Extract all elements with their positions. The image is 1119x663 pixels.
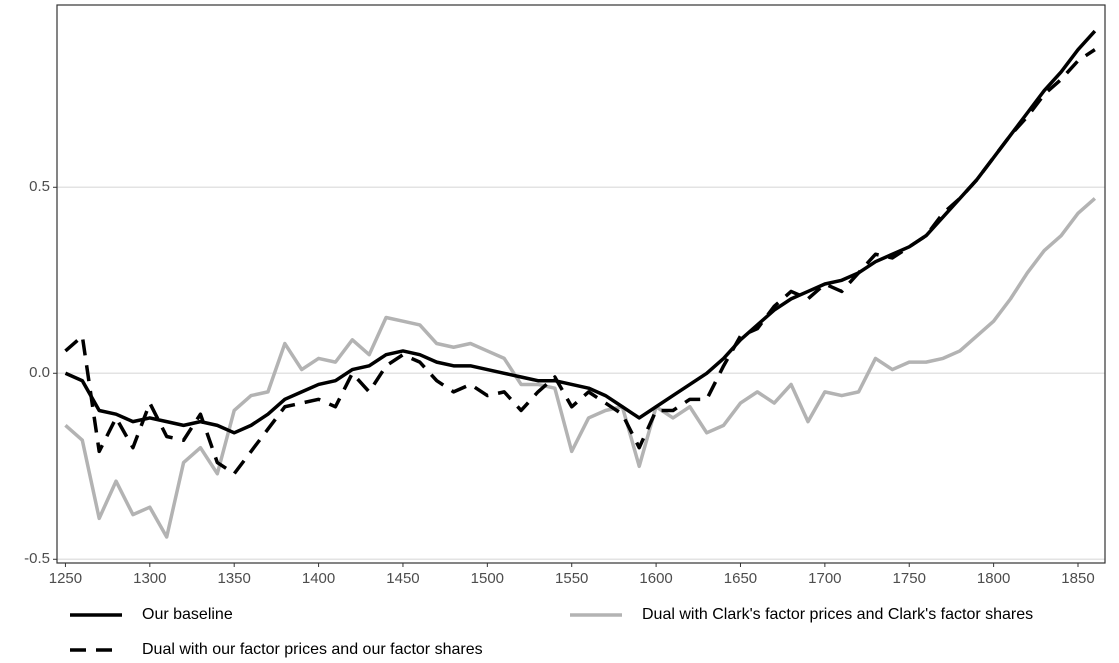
x-tick-label: 1300 (133, 570, 166, 587)
legend-label: Our baseline (142, 606, 233, 623)
series-line (64, 197, 1097, 539)
y-tick-label: 0.5 (29, 178, 50, 195)
x-tick-label: 1400 (302, 570, 335, 587)
y-tick-label: 0.0 (29, 364, 50, 381)
plot-frame (56, 4, 1106, 564)
x-tick-label: 1600 (639, 570, 672, 587)
x-tick-label: 1550 (555, 570, 588, 587)
legend-label: Dual with our factor prices and our fact… (142, 641, 483, 658)
series-line (64, 48, 1096, 476)
x-tick-label: 1450 (386, 570, 419, 587)
x-tick-label: 1750 (893, 570, 926, 587)
x-tick-label: 1500 (471, 570, 504, 587)
x-tick-label: 1700 (808, 570, 841, 587)
x-tick-label: 1850 (1061, 570, 1094, 587)
x-tick-label: 1350 (218, 570, 251, 587)
x-tick-label: 1800 (977, 570, 1010, 587)
y-tick-label: -0.5 (24, 550, 50, 567)
legend-label: Dual with Clark's factor prices and Clar… (642, 606, 1033, 623)
x-tick-label: 1650 (724, 570, 757, 587)
x-tick-label: 1250 (49, 570, 82, 587)
series-line (64, 29, 1097, 435)
